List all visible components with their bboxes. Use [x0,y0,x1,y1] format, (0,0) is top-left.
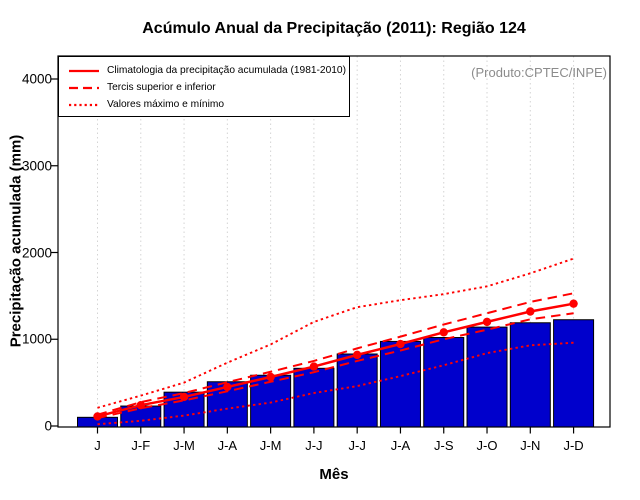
x-tick-label: J [94,438,101,453]
bar [466,326,508,428]
climatology-point [266,372,275,382]
legend-label: Valores máximo e mínimo [107,99,225,110]
series-line-dotted [97,341,574,426]
x-tick-label: J-J [305,438,323,453]
x-axis-label: Mês [319,466,349,483]
legend-item: Tercis superior e inferior [68,79,349,96]
x-tick-label: J-A [390,438,411,453]
legend-swatch-dashed [69,86,99,89]
climatology-point [526,307,535,316]
source-note: (Produto:CPTEC/INPE) [471,65,607,80]
y-tick-label: 4000 [21,71,52,87]
legend-label: Tercis superior e inferior [107,82,216,93]
x-tick-label: J-A [217,438,238,453]
chart-title: Acúmulo Anual da Precipitação (2011): Re… [142,20,526,37]
x-tick-label: J-M [259,438,282,453]
y-tick-label: 1000 [21,331,52,347]
y-tick-label: 2000 [21,245,52,260]
bar [379,340,421,428]
series-line-dashed [97,312,574,420]
legend: Climatologia da precipitação acumulada (… [58,56,350,117]
climatology-point [136,400,145,410]
x-tick-label: J-N [520,438,541,453]
bar [250,374,292,428]
x-tick-label: J-F [131,438,151,453]
bar [553,319,595,428]
climatology-point [93,412,102,421]
legend-swatch-solid [69,69,99,72]
x-tick-label: J-J [348,438,366,453]
climatology-point [223,382,232,392]
y-tick-label: 3000 [21,158,52,174]
climatology-point [179,392,189,402]
x-tick-label: J-O [476,438,498,453]
bar [509,322,551,428]
climatology-point [352,350,362,360]
climatology-point [569,299,578,308]
legend-item: Climatologia da precipitação acumulada (… [68,62,349,79]
bar [423,337,465,428]
climatology-point [439,328,448,337]
bar [293,367,335,428]
y-tick-label: 0 [44,418,52,434]
climatology-point [482,317,492,327]
legend-label: Climatologia da precipitação acumulada (… [107,65,346,76]
legend-swatch-dotted [69,103,99,106]
x-tick-label: J-D [563,438,584,453]
climatology-point [396,339,405,349]
x-tick-label: J-M [173,438,195,453]
series-line-dashed [97,292,574,416]
climatology-point [309,362,319,371]
x-tick-label: J-S [433,438,454,453]
series-line-solid [97,302,574,418]
legend-item: Valores máximo e mínimo [68,96,349,113]
